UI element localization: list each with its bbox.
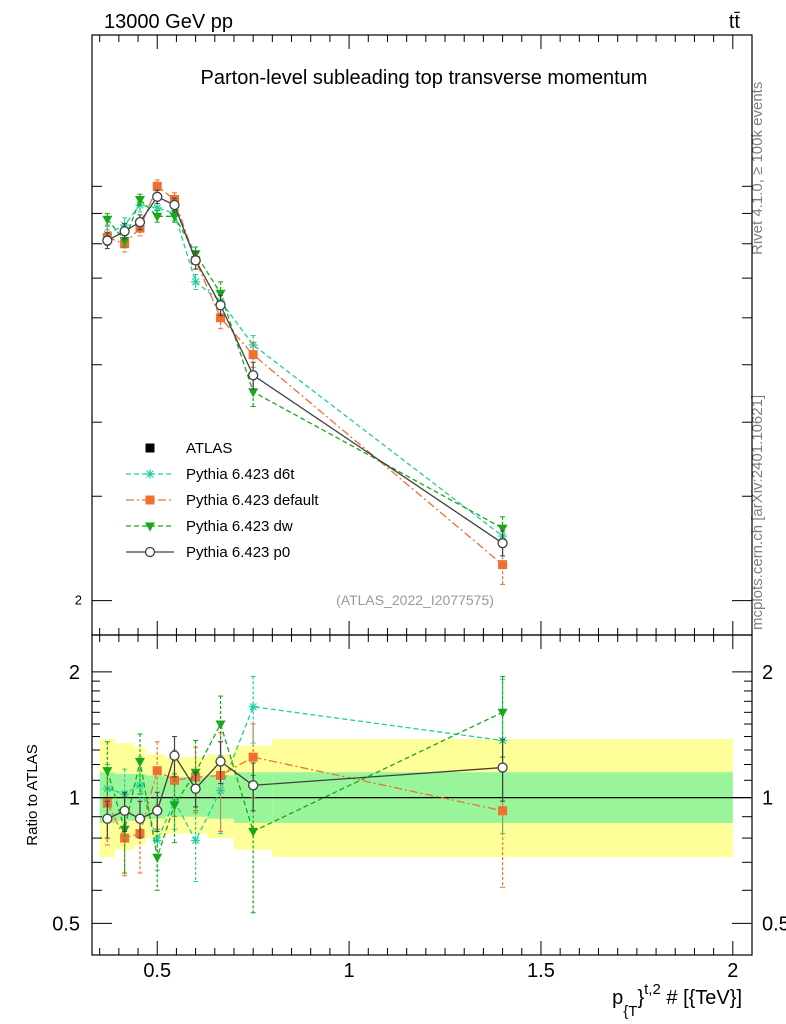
x-tick-label: 1 xyxy=(344,960,355,982)
ratio-series-point-3-4 xyxy=(169,750,180,761)
ratio-ylabel: Ratio to ATLAS xyxy=(24,744,41,845)
main-series-point-1-5-stroke xyxy=(191,278,200,286)
legend-label-1: Pythia 6.423 d6t xyxy=(186,466,295,483)
main-series-point-3-7 xyxy=(248,388,259,398)
main-series-point-3-6 xyxy=(215,289,226,299)
legend-marker-1 xyxy=(145,469,155,479)
rivet-label: Rivet 4.1.0, ≥ 100k events xyxy=(749,82,766,255)
main-series-point-1-3-stroke xyxy=(153,204,161,212)
ratio-series-point-3-2 xyxy=(134,813,146,824)
ratio-frame xyxy=(91,634,753,956)
ratio-y-tick-label-right: 0.5 xyxy=(762,913,786,935)
ratio-series-point-3-6 xyxy=(215,756,226,767)
x-tick-label: 0.5 xyxy=(143,960,171,982)
main-series-point-4-4 xyxy=(169,199,180,211)
ratio-series-point-3-0 xyxy=(102,813,113,824)
ratio-y-tick-label-right: 2 xyxy=(762,662,773,684)
ratio-series-point-3-5 xyxy=(190,783,201,794)
ratio-series-point-2-6 xyxy=(215,720,226,730)
ratio-series-point-3-8 xyxy=(497,762,508,773)
legend-marker-4 xyxy=(144,546,156,558)
main-series-point-2-3 xyxy=(152,181,162,191)
main-series-point-4-0 xyxy=(102,235,113,246)
legend-label-0: ATLAS xyxy=(186,440,232,457)
legend-marker-3 xyxy=(145,522,155,532)
legend-label-3: Pythia 6.423 dw xyxy=(186,518,293,535)
ratio-series-point-1-7 xyxy=(248,752,258,762)
ratio-series-point-3-3 xyxy=(152,805,163,816)
ratio-series-point-2-2 xyxy=(134,758,145,768)
main-series-point-3-0 xyxy=(102,215,113,225)
ratio-series-point-0-5-stroke xyxy=(191,836,200,845)
main-y-tick-label: 2 xyxy=(75,593,82,608)
x-tick-label: 2 xyxy=(727,960,738,982)
energy-label: 13000 GeV pp xyxy=(104,11,233,33)
ratio-y-tick-label-left: 2 xyxy=(69,662,80,684)
main-series-point-4-1 xyxy=(119,226,130,237)
main-series-point-1-5 xyxy=(191,277,201,287)
main-series-point-3-2 xyxy=(134,196,145,206)
main-series-point-4-3 xyxy=(152,191,163,202)
ratio-series-point-1-1 xyxy=(120,833,130,843)
ratio-panel: 0.5 0.5 1 1 2 2 0.5 1 1.5 2 Ratio to ATLAS xyxy=(24,634,786,982)
ratio-series-point-0-5 xyxy=(191,835,201,845)
legend-marker-0 xyxy=(145,443,155,453)
ratio-series-point-0-7 xyxy=(248,702,258,712)
main-series-line-1 xyxy=(107,204,503,537)
main-series-point-2-8 xyxy=(498,560,508,570)
main-series-point-4-8 xyxy=(497,538,508,549)
ratio-series-point-2-0 xyxy=(102,767,113,777)
main-series-point-4-7 xyxy=(248,370,259,381)
legend-label-4: Pythia 6.423 p0 xyxy=(186,544,290,561)
main-series-point-4-6 xyxy=(215,300,226,311)
legend-label-2: Pythia 6.423 default xyxy=(186,492,319,509)
ratio-series-point-3-7 xyxy=(248,780,259,791)
main-title: Parton-level subleading top transverse m… xyxy=(201,67,648,89)
ratio-series-point-2-7 xyxy=(248,827,259,837)
ratio-y-tick-label-right: 1 xyxy=(762,788,773,810)
main-series-point-3-3 xyxy=(152,212,163,222)
ratio-series-point-2-8 xyxy=(497,708,508,718)
ratio-series-point-3-1 xyxy=(119,805,130,816)
ratio-series-point-1-8 xyxy=(498,806,508,816)
process-label: tt̄ xyxy=(729,11,741,33)
ratio-series-point-0-7-stroke xyxy=(249,703,257,711)
x-axis-label: p{T}t,2 # [{TeV}] xyxy=(612,981,742,1020)
legend-marker-2 xyxy=(145,495,155,505)
main-series-line-3 xyxy=(106,198,503,529)
ratio-series-point-2-4 xyxy=(169,801,180,811)
ratio-y-tick-label-left: 1 xyxy=(69,788,80,810)
main-panel: 2 Parton-level subleading top transverse… xyxy=(75,34,753,636)
legend-marker-1-stroke xyxy=(146,470,154,478)
main-series-point-2-7 xyxy=(248,350,258,360)
analysis-id: (ATLAS_2022_I2077575) xyxy=(336,592,494,608)
main-series-point-4-2 xyxy=(134,217,146,228)
ratio-y-tick-label-left: 0.5 xyxy=(52,913,80,935)
legend: ATLAS Pythia 6.423 d6t Pythia 6.423 defaul… xyxy=(126,440,319,561)
ratio-series-point-1-3 xyxy=(152,766,162,776)
main-series-point-3-4 xyxy=(169,212,180,222)
source-label: mcplots.cern.ch [arXiv:2401.10621] xyxy=(749,395,766,630)
main-series-point-4-5 xyxy=(190,255,201,266)
main-series-point-2-6 xyxy=(216,313,226,323)
main-series-point-3-8 xyxy=(497,524,508,534)
ratio-series-point-2-3 xyxy=(152,853,163,863)
x-axis-label-text: p{T}t,2 # [{TeV}] xyxy=(612,981,742,1020)
x-tick-label: 1.5 xyxy=(527,960,555,982)
